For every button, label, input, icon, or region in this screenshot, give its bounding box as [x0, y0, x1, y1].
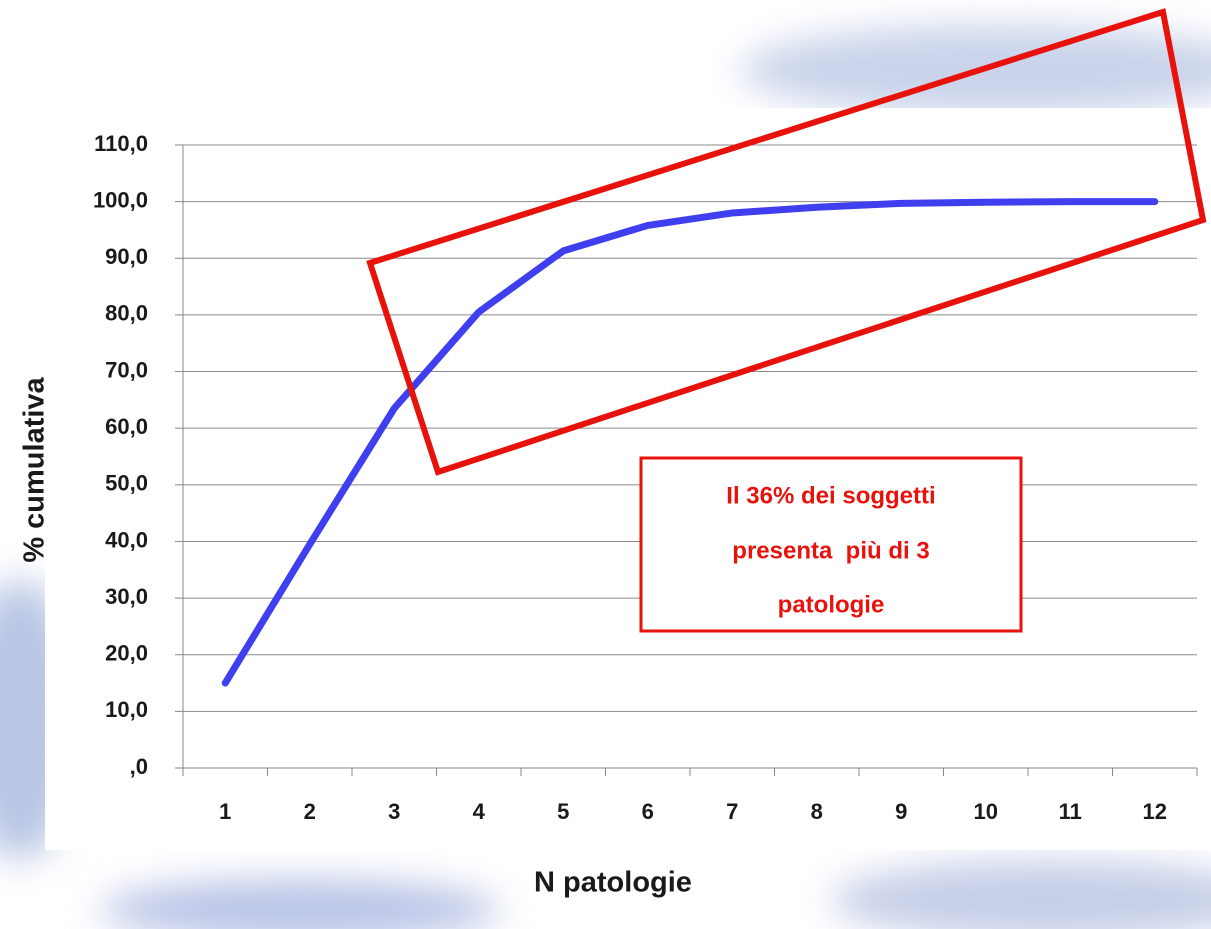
y-tick-label: ,0	[130, 754, 148, 779]
x-tick-label: 4	[473, 799, 486, 824]
x-tick-label: 9	[895, 799, 907, 824]
y-tick-label: 80,0	[105, 301, 148, 326]
annotation-text: Il 36% dei soggetti	[726, 482, 935, 509]
y-tick-label: 70,0	[105, 357, 148, 382]
plot	[221, 198, 1159, 687]
y-tick-label: 100,0	[93, 187, 148, 212]
y-tick-label: 30,0	[105, 584, 148, 609]
x-tick-label: 12	[1143, 799, 1167, 824]
y-tick-label: 20,0	[105, 641, 148, 666]
y-axis-title: % cumulativa	[19, 376, 51, 562]
plot-background	[45, 108, 1211, 850]
x-tick-label: 6	[642, 799, 654, 824]
annotation-box	[639, 456, 1023, 633]
y-tick-label: 50,0	[105, 471, 148, 496]
y-tick-label: 90,0	[105, 244, 148, 269]
x-axis-title: N patologie	[534, 867, 692, 899]
highlight-frame	[366, 8, 1207, 476]
y-tick-label: 40,0	[105, 527, 148, 552]
x-tick-label: 3	[388, 799, 400, 824]
x-tick-label: 8	[811, 799, 823, 824]
x-tick-label: 1	[219, 799, 231, 824]
y-tick-label: 10,0	[105, 697, 148, 722]
annotation-text: presenta più di 3	[732, 537, 929, 564]
y-tick-label: 110,0	[94, 131, 148, 156]
grid	[175, 144, 1198, 776]
x-tick-label: 5	[557, 799, 569, 824]
annotation-text: patologie	[778, 591, 885, 618]
x-tick-label: 2	[304, 799, 316, 824]
x-tick-label: 7	[726, 799, 738, 824]
x-tick-label: 11	[1059, 799, 1082, 824]
y-tick-label: 60,0	[105, 414, 148, 439]
data-line	[221, 198, 1159, 687]
x-tick-label: 10	[974, 799, 998, 824]
